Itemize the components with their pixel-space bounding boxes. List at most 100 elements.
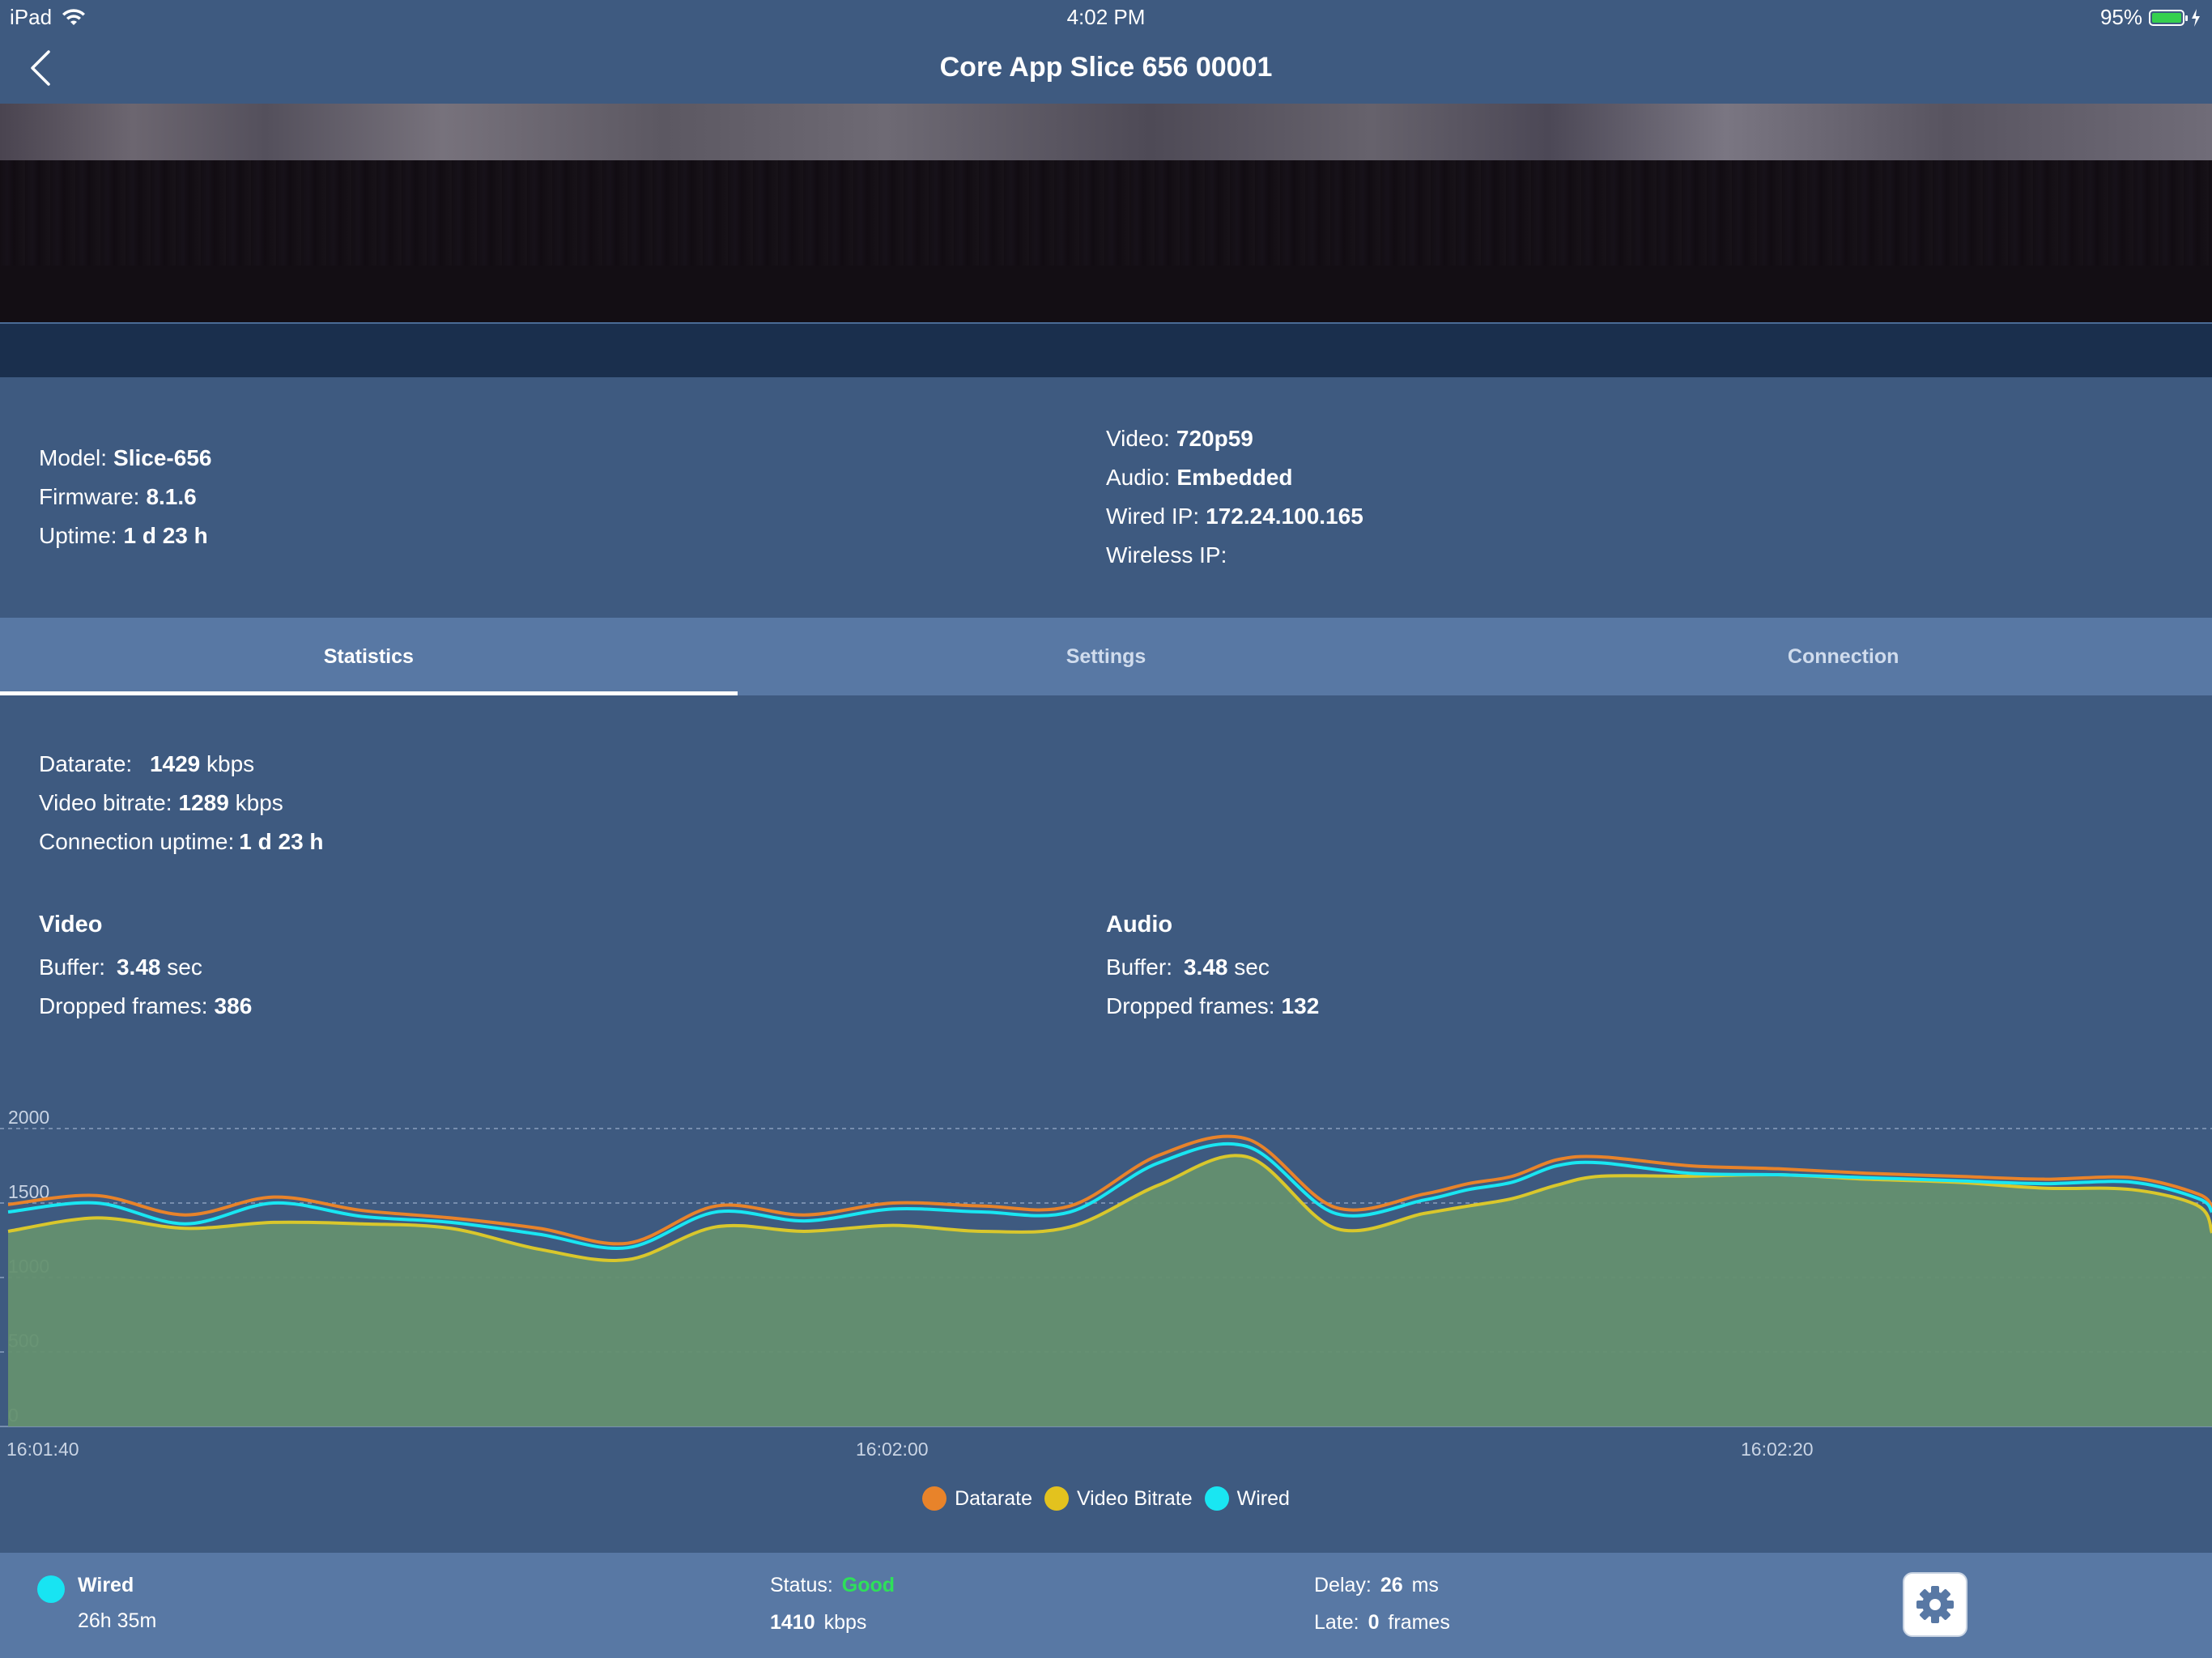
video-stats-section: Video Buffer: 3.48 sec Dropped frames: 386 <box>39 912 252 1026</box>
audio-buffer-label: Buffer: <box>1106 954 1172 980</box>
firmware-value: 8.1.6 <box>146 484 197 509</box>
y-tick-label: 2000 <box>8 1107 49 1128</box>
settings-button[interactable] <box>1903 1572 1967 1637</box>
video-bitrate-row: Video bitrate: 1289 kbps <box>39 784 324 823</box>
status-label: Status: <box>770 1574 833 1596</box>
charging-bolt-icon <box>2192 8 2200 27</box>
x-tick-label: 16:01:40 <box>6 1439 79 1457</box>
bitrate-chart: 0500100015002000 16:01:4016:02:0016:02:2… <box>0 1107 2212 1457</box>
bitrate-unit: kbps <box>823 1611 867 1634</box>
chart-area-fill <box>8 1155 2212 1426</box>
status-value: Good <box>841 1574 895 1596</box>
audio-dropped-label: Dropped frames: <box>1106 993 1275 1018</box>
connection-name: Wired <box>78 1574 134 1596</box>
series-line-wired <box>7 1141 2212 1250</box>
battery-percent: 95% <box>2099 5 2142 29</box>
series-line-datarate <box>7 1134 2212 1246</box>
video-frame-body <box>0 160 2212 266</box>
datarate-label: Datarate: <box>39 751 133 776</box>
chart-legend: Datarate Video Bitrate Wired <box>0 1486 2212 1516</box>
legend-label-video-bitrate: Video Bitrate <box>1076 1486 1193 1510</box>
video-frame-top <box>0 104 2212 160</box>
delay-unit: ms <box>1411 1574 1439 1596</box>
late-row: Late: 0 frames <box>1314 1611 1450 1635</box>
video-buffer-row: Buffer: 3.48 sec <box>39 948 252 987</box>
wired-ip-value: 172.24.100.165 <box>1206 504 1363 529</box>
video-buffer-value: 3.48 <box>116 954 161 980</box>
back-button[interactable] <box>23 45 68 91</box>
video-dropped-label: Dropped frames: <box>39 993 208 1018</box>
bitrate-value: 1410 <box>770 1611 815 1634</box>
firmware-row: Firmware: 8.1.6 <box>39 478 211 517</box>
datarate-row: Datarate: 1429 kbps <box>39 745 324 784</box>
uptime-value: 1 d 23 h <box>123 523 208 548</box>
page-title: Core App Slice 656 00001 <box>939 52 1273 83</box>
delay-row: Delay: 26 ms <box>1314 1574 1439 1597</box>
firmware-label: Firmware: <box>39 484 140 509</box>
uptime-label: Uptime: <box>39 523 117 548</box>
connection-uptime-label: Connection uptime: <box>39 829 235 854</box>
late-unit: frames <box>1388 1611 1450 1634</box>
video-dropped-row: Dropped frames: 386 <box>39 987 252 1026</box>
audio-source-value: Embedded <box>1176 465 1293 490</box>
video-format-value: 720p59 <box>1176 426 1253 451</box>
video-buffer-label: Buffer: <box>39 954 105 980</box>
audio-dropped-value: 132 <box>1281 993 1320 1018</box>
audio-buffer-row: Buffer: 3.48 sec <box>1106 948 1319 987</box>
wired-ip-label: Wired IP: <box>1106 504 1200 529</box>
video-section-title: Video <box>39 912 103 937</box>
audio-source-row: Audio: Embedded <box>1106 458 1363 497</box>
x-tick-label: 16:02:00 <box>856 1439 929 1457</box>
navigation-bar: Core App Slice 656 00001 <box>0 34 2212 104</box>
video-dropped-value: 386 <box>214 993 253 1018</box>
tab-settings[interactable]: Settings <box>1066 645 1146 668</box>
device-info-left: Model: Slice-656 Firmware: 8.1.6 Uptime: 1 … <box>39 439 211 555</box>
video-control-bar <box>0 322 2212 377</box>
bitrate-row: 1410 kbps <box>770 1611 866 1635</box>
datarate-value: 1429 <box>149 751 201 776</box>
video-bitrate-label: Video bitrate: <box>39 790 172 815</box>
audio-dropped-row: Dropped frames: 132 <box>1106 987 1319 1026</box>
tab-connection[interactable]: Connection <box>1787 645 1899 668</box>
delay-label: Delay: <box>1314 1574 1372 1596</box>
connection-uptime-row: Connection uptime: 1 d 23 h <box>39 823 324 861</box>
connection-footer: Wired 26h 35m Status: Good 1410 kbps Del… <box>0 1553 2212 1658</box>
status-bar: iPad 4:02 PM 95% <box>0 0 2212 34</box>
legend-swatch-wired <box>1204 1486 1229 1511</box>
model-label: Model: <box>39 445 108 470</box>
datarate-unit: kbps <box>206 751 255 776</box>
connection-duration: 26h 35m <box>78 1609 157 1632</box>
legend-label-wired: Wired <box>1236 1486 1290 1510</box>
wifi-icon <box>62 8 86 25</box>
x-tick-label: 16:02:20 <box>1741 1439 1814 1457</box>
video-preview[interactable] <box>0 104 2212 322</box>
video-format-label: Video: <box>1106 426 1170 451</box>
legend-item-wired: Wired <box>1204 1486 1290 1511</box>
wired-ip-row: Wired IP: 172.24.100.165 <box>1106 497 1363 536</box>
tab-bar: Statistics Settings Connection <box>0 618 2212 695</box>
model-value: Slice-656 <box>113 445 212 470</box>
uptime-row: Uptime: 1 d 23 h <box>39 517 211 555</box>
video-bitrate-unit: kbps <box>235 790 283 815</box>
audio-buffer-unit: sec <box>1234 954 1270 980</box>
late-value: 0 <box>1368 1611 1380 1634</box>
legend-item-datarate: Datarate <box>922 1486 1032 1511</box>
device-info-right: Video: 720p59 Audio: Embedded Wired IP: 172… <box>1106 419 1363 575</box>
audio-stats-section: Audio Buffer: 3.48 sec Dropped frames: 132 <box>1106 912 1319 1026</box>
chevron-left-icon <box>31 50 50 86</box>
video-bitrate-value: 1289 <box>178 790 229 815</box>
legend-item-video-bitrate: Video Bitrate <box>1044 1486 1193 1511</box>
legend-swatch-datarate <box>922 1486 947 1511</box>
status-time: 4:02 PM <box>1066 5 1146 29</box>
audio-section-title: Audio <box>1106 912 1173 937</box>
model-row: Model: Slice-656 <box>39 439 211 478</box>
connection-status-dot <box>37 1575 65 1603</box>
video-format-row: Video: 720p59 <box>1106 419 1363 458</box>
gear-icon <box>1916 1586 1954 1623</box>
tab-statistics[interactable]: Statistics <box>0 618 738 695</box>
audio-buffer-value: 3.48 <box>1183 954 1228 980</box>
status-row: Status: Good <box>770 1574 895 1597</box>
battery-icon <box>2149 9 2188 26</box>
legend-label-datarate: Datarate <box>955 1486 1032 1510</box>
late-label: Late: <box>1314 1611 1359 1634</box>
